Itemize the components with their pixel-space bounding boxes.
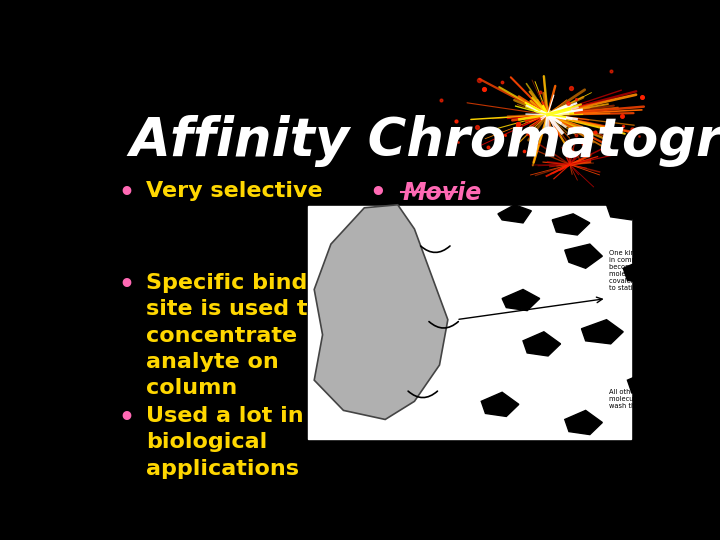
- Text: •: •: [118, 273, 134, 296]
- Text: Affinity chromatography: Affinity chromatography: [381, 474, 473, 483]
- Text: •: •: [369, 181, 386, 207]
- Polygon shape: [552, 214, 590, 235]
- Text: Movie: Movie: [402, 181, 482, 205]
- Text: One kind of molecule
in complex mixture
becomes attached to
molecule that is
cov: One kind of molecule in complex mixture …: [608, 250, 680, 291]
- Text: All other
molecules simply
wash through: All other molecules simply wash through: [608, 389, 667, 409]
- Polygon shape: [564, 244, 603, 268]
- Text: Used a lot in
biological
applications: Used a lot in biological applications: [145, 406, 303, 478]
- Text: •: •: [118, 181, 134, 205]
- Polygon shape: [627, 371, 661, 395]
- Polygon shape: [582, 320, 624, 344]
- Text: •: •: [118, 406, 134, 430]
- Polygon shape: [498, 205, 531, 223]
- Polygon shape: [564, 410, 603, 435]
- Polygon shape: [481, 392, 519, 416]
- Polygon shape: [523, 332, 561, 356]
- Text: Specific binding
site is used to
concentrate
analyte on
column: Specific binding site is used to concent…: [145, 273, 346, 399]
- Polygon shape: [624, 259, 657, 284]
- Text: Affinity Chromatography: Affinity Chromatography: [129, 114, 720, 167]
- Polygon shape: [502, 289, 540, 310]
- Polygon shape: [314, 205, 448, 420]
- FancyBboxPatch shape: [307, 206, 631, 439]
- Polygon shape: [606, 199, 640, 220]
- Text: Very selective: Very selective: [145, 181, 323, 201]
